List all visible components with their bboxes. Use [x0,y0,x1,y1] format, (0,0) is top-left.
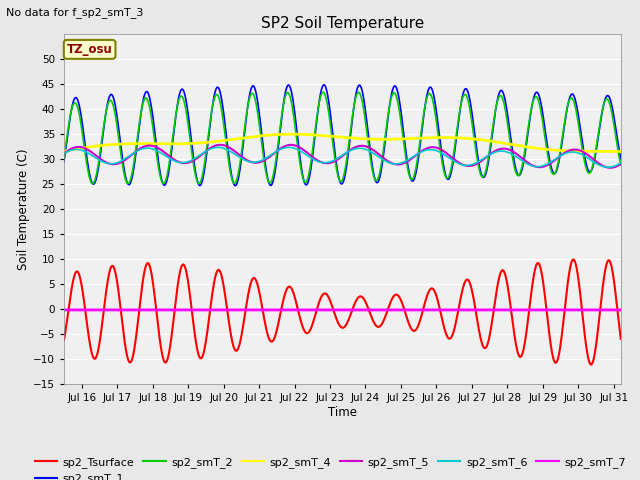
sp2_smT_4 [546,147,554,153]
sp2_smT_2 [547,165,554,171]
sp2_smT_5 [606,165,614,170]
sp2_Tsurface [298,321,305,327]
sp2_smT_2 [124,180,132,186]
sp2_smT_5 [60,151,68,156]
sp2_smT_2 [606,103,614,108]
sp2_smT_6 [274,148,282,154]
sp2_smT_7 [157,307,164,313]
sp2_smT_7 [546,307,554,313]
sp2_Tsurface [588,361,595,367]
sp2_smT_2 [157,176,164,181]
X-axis label: Time: Time [328,406,357,419]
sp2_smT_1 [274,149,282,155]
sp2_Tsurface [124,355,131,360]
sp2_smT_5 [546,161,554,167]
sp2_smT_2 [319,89,327,95]
sp2_smT_7 [617,307,625,313]
sp2_smT_2 [274,144,282,149]
sp2_smT_4 [124,141,131,147]
sp2_smT_5 [274,147,282,153]
sp2_smT_6 [214,144,222,150]
sp2_smT_5 [216,142,224,148]
sp2_Tsurface [617,336,625,342]
sp2_smT_7 [124,307,131,313]
sp2_smT_1 [606,96,614,102]
sp2_smT_5 [617,161,625,167]
Line: sp2_smT_5: sp2_smT_5 [64,145,621,168]
sp2_smT_6 [606,164,614,170]
sp2_smT_6 [157,150,164,156]
sp2_smT_7 [60,307,68,313]
sp2_smT_2 [89,181,97,187]
sp2_smT_7 [274,307,282,313]
sp2_smT_4 [288,131,296,137]
sp2_smT_1 [320,82,328,88]
Line: sp2_smT_4: sp2_smT_4 [64,134,621,152]
sp2_smT_2 [60,155,68,160]
sp2_smT_2 [298,171,306,177]
sp2_smT_7 [298,307,305,313]
sp2_smT_2 [617,162,625,168]
sp2_smT_4 [606,148,614,154]
Text: No data for f_sp2_smT_3: No data for f_sp2_smT_3 [6,7,144,18]
sp2_Tsurface [570,257,577,263]
sp2_smT_5 [607,165,614,170]
sp2_smT_6 [546,159,554,165]
Line: sp2_smT_2: sp2_smT_2 [64,92,621,184]
sp2_smT_6 [617,160,625,166]
sp2_smT_6 [60,151,68,156]
sp2_Tsurface [606,259,614,265]
sp2_Tsurface [60,337,68,343]
sp2_smT_6 [604,164,612,170]
sp2_smT_4 [60,148,68,154]
sp2_smT_4 [274,132,282,137]
Line: sp2_smT_1: sp2_smT_1 [64,85,621,186]
sp2_smT_1 [60,159,68,165]
sp2_smT_5 [157,147,164,153]
sp2_smT_4 [298,132,306,137]
sp2_Tsurface [157,342,164,348]
sp2_smT_1 [617,156,625,162]
sp2_Tsurface [274,324,282,330]
Text: TZ_osu: TZ_osu [67,43,113,56]
sp2_smT_7 [606,307,614,313]
sp2_smT_6 [298,149,306,155]
sp2_smT_5 [298,146,306,152]
sp2_smT_1 [124,180,131,186]
sp2_Tsurface [546,336,554,341]
Legend: sp2_Tsurface, sp2_smT_1, sp2_smT_2, sp2_smT_4, sp2_smT_5, sp2_smT_6, sp2_smT_7: sp2_Tsurface, sp2_smT_1, sp2_smT_2, sp2_… [31,453,630,480]
sp2_smT_1 [298,168,306,173]
Y-axis label: Soil Temperature (C): Soil Temperature (C) [17,148,30,270]
sp2_smT_4 [617,149,625,155]
sp2_smT_1 [157,172,164,178]
Title: SP2 Soil Temperature: SP2 Soil Temperature [260,16,424,31]
Line: sp2_Tsurface: sp2_Tsurface [64,260,621,364]
sp2_smT_1 [547,160,554,166]
sp2_smT_4 [157,141,164,147]
sp2_smT_6 [124,154,131,160]
Line: sp2_smT_6: sp2_smT_6 [64,147,621,167]
sp2_smT_5 [124,155,131,161]
sp2_smT_1 [232,183,239,189]
